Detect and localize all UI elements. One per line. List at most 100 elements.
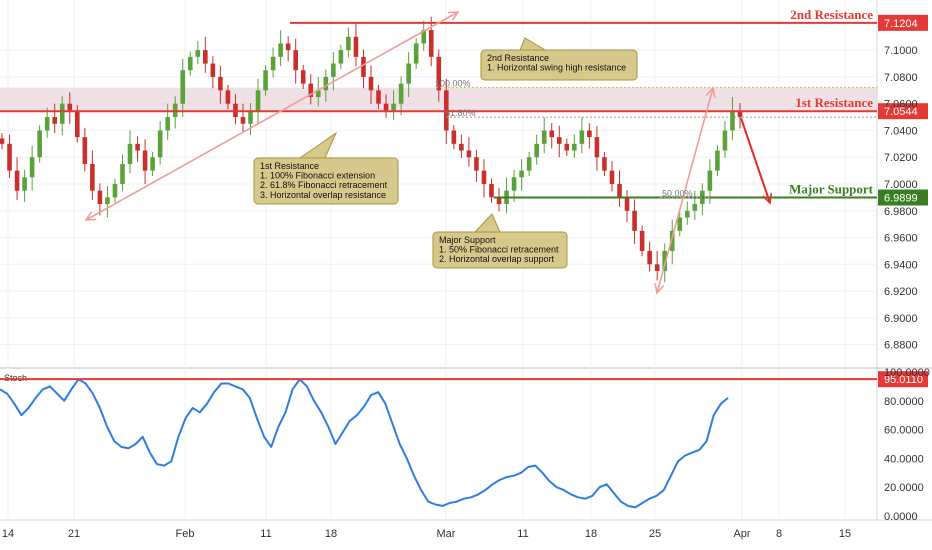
candle-body [165, 117, 170, 131]
candle-body [52, 117, 58, 124]
price-badge [878, 14, 928, 31]
callout-text: 1. 100% Fibonacci extension [260, 171, 375, 181]
candle-body [278, 43, 283, 57]
candle-body [609, 170, 615, 184]
candle-body [572, 143, 577, 151]
candle-body [255, 90, 261, 111]
price-badge-text: 7.0544 [884, 106, 918, 118]
candle-body [496, 197, 502, 205]
callout-text: 1. Horizontal swing high resistance [487, 63, 626, 73]
price-tick-label: 6.9200 [884, 286, 918, 298]
candle-body [0, 138, 5, 144]
x-tick-label: 14 [2, 528, 14, 540]
price-badge-text: 7.1204 [884, 18, 918, 30]
candle-body [707, 170, 713, 191]
trend-arrowhead [447, 11, 460, 21]
candle-body [428, 30, 434, 57]
stoch-tick-label: 100.0000 [884, 367, 930, 379]
candle-body [406, 63, 411, 84]
x-tick-label: 11 [260, 528, 271, 540]
callout-text: 2. 61.8% Fibonacci retracement [260, 180, 388, 190]
stoch-line [0, 378, 729, 509]
candle-body [187, 56, 193, 71]
candle-body [293, 50, 298, 71]
candle-body [14, 170, 20, 191]
candle-body [459, 143, 464, 151]
level-label: 1st Resistance [795, 95, 873, 110]
callout-box [480, 49, 638, 81]
x-tick-label: Apr [733, 528, 750, 540]
candle-body [534, 143, 539, 158]
candle-body [22, 177, 27, 191]
x-tick-label: Feb [176, 528, 195, 540]
candle-body [436, 56, 442, 91]
candle-body [383, 103, 389, 111]
candle-body [285, 43, 291, 51]
x-tick-label: 11 [517, 528, 528, 540]
stoch-tick-label: 80.0000 [884, 396, 924, 408]
candle-body [541, 130, 547, 144]
callout-text: 1st Resistance [260, 161, 319, 171]
price-tick-label: 6.9600 [884, 233, 918, 245]
candle-body [594, 137, 600, 158]
stoch-tick-label: 40.0000 [884, 453, 924, 465]
candle-body [669, 230, 675, 251]
candle-body [730, 110, 735, 131]
candle-body [421, 30, 427, 44]
candle-body [737, 110, 743, 118]
candle-body [150, 157, 155, 171]
stoch-tick-label: 60.0000 [884, 425, 924, 437]
x-tick-label: 8 [776, 528, 782, 540]
candle-body [466, 150, 472, 158]
candle-body [300, 70, 306, 84]
candle-body [240, 117, 246, 124]
candle-body [526, 157, 532, 171]
candle-body [157, 130, 163, 158]
candle-body [90, 163, 95, 191]
price-tick-label: 7.0200 [884, 152, 918, 164]
x-tick-label: 21 [68, 528, 80, 540]
price-tick-label: 6.9800 [884, 206, 918, 218]
candle-body [338, 50, 344, 64]
candle-body [624, 197, 630, 211]
candle-body [248, 110, 253, 124]
candle-body [346, 36, 351, 51]
callout-box [253, 157, 399, 205]
stoch-title: Stoch [4, 373, 27, 383]
candle-body [75, 110, 80, 138]
candle-body [323, 76, 329, 91]
candle-body [549, 130, 555, 138]
callout-text: 1. 50% Fibonacci retracement [439, 245, 559, 255]
candle-body [120, 163, 125, 184]
price-tick-label: 6.9000 [884, 313, 918, 325]
candle-body [677, 217, 683, 231]
candle-body [368, 76, 374, 91]
candle-body [654, 264, 660, 271]
candle-body [617, 184, 622, 198]
level-label: 2nd Resistance [790, 7, 873, 22]
stoch-tick-label: 0.0000 [884, 511, 918, 523]
candle-body [511, 177, 517, 191]
candle-body [37, 130, 42, 158]
candle-body [481, 170, 487, 184]
price-tick-label: 7.0600 [884, 99, 918, 111]
price-tick-label: 6.9400 [884, 259, 918, 271]
fib-label: 100.00% [435, 79, 471, 89]
forecast-arrow-line [740, 117, 771, 204]
candle-body [353, 36, 359, 57]
trend-arrow-line [85, 11, 459, 221]
callout-box [432, 231, 568, 269]
candle-body [715, 150, 720, 171]
candle-body [195, 50, 201, 57]
callout-text: Major Support [439, 235, 496, 245]
x-tick-label: Mar [437, 528, 456, 540]
x-tick-label: 18 [585, 528, 597, 540]
candle-body [315, 90, 321, 97]
candle-body [142, 150, 148, 171]
candle-body [639, 230, 645, 251]
candle-body [82, 137, 88, 164]
price-tick-label: 7.0000 [884, 179, 918, 191]
candle-body [210, 63, 216, 77]
candle-body [67, 103, 73, 111]
stoch-tick-label: 20.0000 [884, 482, 924, 494]
